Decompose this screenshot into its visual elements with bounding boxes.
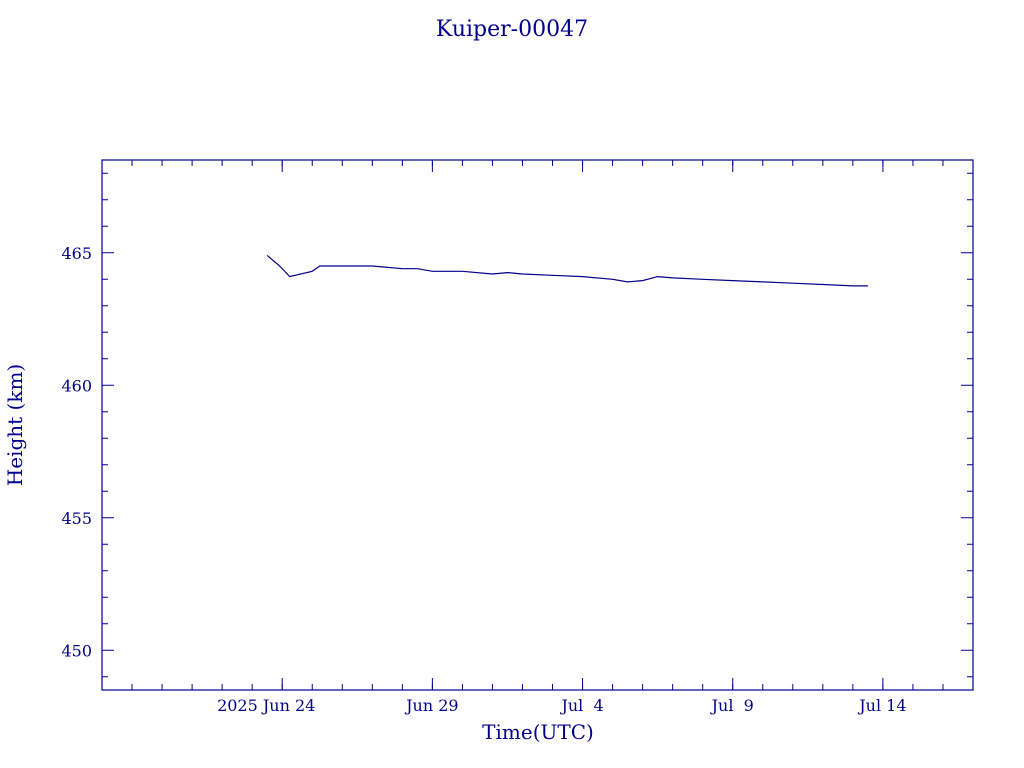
plot-frame (101, 159, 974, 691)
y-tick-label: 450 (61, 641, 92, 660)
y-tick-labels: 450 455 460 465 (61, 244, 92, 661)
axis-ticks (102, 160, 973, 690)
y-tick-label: 455 (61, 509, 92, 528)
x-axis-label: Time(UTC) (482, 720, 594, 744)
y-tick-label: 465 (61, 244, 92, 263)
x-tick-label: Jul 14 (857, 696, 906, 715)
x-tick-label: Jul 4 (559, 696, 603, 715)
x-tick-label: Jul 9 (710, 696, 754, 715)
height-series-line (266, 254, 868, 287)
y-axis-label: Height (km) (3, 364, 27, 486)
x-tick-label: 2025 Jun 24 (217, 696, 315, 715)
x-tick-label: Jun 29 (404, 696, 458, 715)
x-tick-labels: 2025 Jun 24 Jun 29 Jul 4 Jul 9 Jul 14 (217, 696, 906, 715)
chart-title: Kuiper-00047 (436, 17, 588, 42)
y-tick-label: 460 (61, 376, 92, 395)
